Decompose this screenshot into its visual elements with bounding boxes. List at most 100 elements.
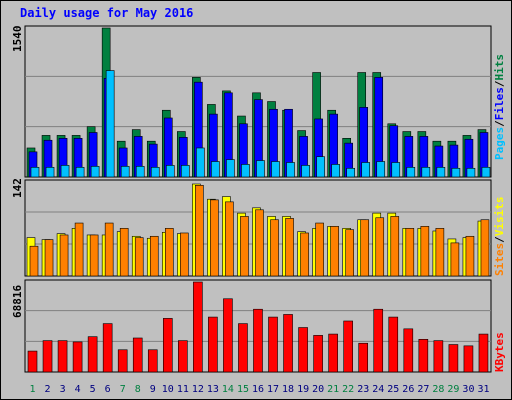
bar-sites bbox=[390, 216, 400, 277]
bar-kbytes bbox=[162, 318, 173, 373]
svg-text:Sites/Visits: Sites/Visits bbox=[493, 197, 506, 277]
bar-pages bbox=[30, 167, 40, 178]
bar-pages bbox=[165, 165, 175, 178]
bar-kbytes bbox=[223, 298, 233, 373]
x-tick-label: 25 bbox=[387, 384, 399, 395]
bar-sites bbox=[89, 234, 99, 277]
bar-sites bbox=[285, 218, 294, 277]
bar-pages bbox=[181, 165, 190, 178]
legend-kbytes: KBytes bbox=[493, 332, 506, 372]
bar-kbytes bbox=[117, 349, 128, 373]
bar-sites bbox=[240, 216, 249, 277]
x-tick-label: 26 bbox=[402, 384, 414, 395]
bar-sites bbox=[300, 232, 309, 277]
x-tick-label: 24 bbox=[372, 384, 384, 395]
bar-sites bbox=[435, 228, 445, 277]
bar-kbytes bbox=[298, 327, 308, 373]
bar-pages bbox=[406, 167, 416, 178]
bar-sites bbox=[450, 242, 460, 277]
x-tick-label: 1 bbox=[30, 384, 36, 395]
x-tick-label: 21 bbox=[327, 384, 339, 395]
bar-pages bbox=[256, 160, 265, 178]
bar-pages bbox=[481, 167, 491, 178]
bar-kbytes bbox=[208, 316, 218, 373]
chart-title: Daily usage for May 2016 bbox=[20, 6, 194, 20]
bar-kbytes bbox=[478, 333, 489, 373]
bar-sites bbox=[360, 219, 370, 277]
bar-sites bbox=[315, 222, 324, 277]
kbytes-max-label: 68816 bbox=[11, 285, 24, 318]
bar-kbytes bbox=[193, 281, 203, 373]
x-tick-label: 28 bbox=[432, 384, 444, 395]
bar-pages bbox=[45, 167, 55, 178]
bar-sites bbox=[149, 235, 159, 277]
x-tick-label: 7 bbox=[120, 384, 126, 395]
bar-kbytes bbox=[253, 308, 263, 373]
bar-sites bbox=[225, 201, 234, 277]
bar-kbytes bbox=[463, 345, 474, 373]
x-tick-label: 15 bbox=[237, 384, 249, 395]
x-tick-label: 12 bbox=[192, 384, 204, 395]
bar-sites bbox=[44, 239, 54, 277]
bar-pages bbox=[150, 167, 160, 178]
x-tick-label: 17 bbox=[267, 384, 279, 395]
visits-max-label: 142 bbox=[11, 178, 24, 198]
bar-pages bbox=[60, 165, 70, 178]
svg-text:Pages/Files/Hits: Pages/Files/Hits bbox=[493, 54, 506, 160]
bar-sites bbox=[59, 234, 69, 277]
bar-pages bbox=[436, 167, 446, 178]
x-tick-label: 11 bbox=[177, 384, 189, 395]
bar-kbytes bbox=[72, 341, 83, 373]
bar-sites bbox=[119, 228, 129, 277]
x-tick-label: 19 bbox=[297, 384, 309, 395]
bar-pages bbox=[241, 164, 250, 178]
bar-pages bbox=[361, 162, 371, 178]
bar-sites bbox=[29, 245, 39, 277]
x-tick-label: 13 bbox=[207, 384, 219, 395]
bar-pages bbox=[120, 166, 130, 178]
bar-sites bbox=[330, 226, 339, 277]
bar-kbytes bbox=[132, 337, 143, 373]
legend-files: Files bbox=[493, 87, 506, 120]
x-tick-label: 23 bbox=[357, 384, 369, 395]
legend-visits: Visits bbox=[493, 197, 506, 237]
bar-pages bbox=[346, 167, 355, 178]
bar-kbytes bbox=[178, 340, 188, 373]
bar-kbytes bbox=[448, 344, 459, 373]
x-tick-label: 27 bbox=[417, 384, 429, 395]
bar-pages bbox=[226, 159, 235, 178]
bar-sites bbox=[420, 226, 430, 277]
bar-pages bbox=[271, 161, 280, 178]
bar-kbytes bbox=[313, 335, 323, 373]
bar-kbytes bbox=[268, 316, 278, 373]
bar-sites bbox=[164, 228, 174, 277]
bar-kbytes bbox=[358, 342, 369, 373]
bar-pages bbox=[135, 166, 145, 178]
bar-kbytes bbox=[403, 328, 414, 373]
x-tick-label: 20 bbox=[312, 384, 324, 395]
x-tick-label: 14 bbox=[222, 384, 234, 395]
legend-hits: Hits bbox=[493, 54, 506, 81]
bar-pages bbox=[466, 167, 476, 178]
bar-sites bbox=[195, 185, 204, 277]
bar-pages bbox=[105, 70, 115, 178]
bar-pages bbox=[196, 147, 205, 178]
x-tick-label: 31 bbox=[477, 384, 489, 395]
legend-sites: Sites bbox=[493, 243, 506, 276]
hits-max-label: 1540 bbox=[11, 26, 24, 53]
bar-sites bbox=[465, 235, 475, 277]
x-tick-label: 4 bbox=[75, 384, 81, 395]
bar-kbytes bbox=[283, 314, 293, 373]
bar-pages bbox=[75, 167, 85, 178]
x-tick-label: 30 bbox=[462, 384, 474, 395]
bar-pages bbox=[391, 162, 401, 178]
bar-pages bbox=[421, 167, 431, 178]
bar-kbytes bbox=[238, 323, 248, 373]
bar-kbytes bbox=[42, 340, 53, 373]
bar-pages bbox=[90, 166, 100, 178]
x-tick-label: 2 bbox=[45, 384, 51, 395]
bar-sites bbox=[74, 222, 84, 277]
x-tick-label: 6 bbox=[105, 384, 111, 395]
x-tick-label: 3 bbox=[60, 384, 66, 395]
